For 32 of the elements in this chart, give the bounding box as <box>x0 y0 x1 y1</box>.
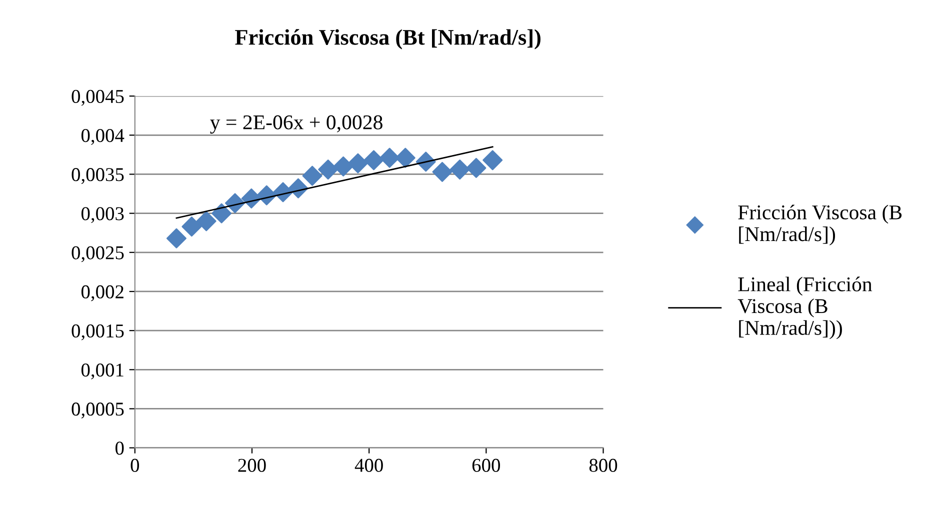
annotation: y = 2E-06x + 0,0028 <box>210 115 382 134</box>
point <box>196 211 216 232</box>
point <box>482 150 503 170</box>
y-tick-label: 0,0025 <box>72 246 124 262</box>
point <box>318 160 338 180</box>
y-tick-label: 0,001 <box>81 363 124 380</box>
point <box>166 228 186 248</box>
chart-title: Fricción Viscosa (Bt [Nm/rad/s]) <box>235 29 540 50</box>
y-tick-label: 0,0045 <box>72 90 124 106</box>
y-tick-label: 0,0015 <box>72 324 124 340</box>
y-tick-label: 0,0035 <box>72 168 124 184</box>
y-tick-label: 0,002 <box>81 285 124 302</box>
point <box>182 216 202 237</box>
y-tick-label: 0 <box>116 442 124 455</box>
y-tick-label: 0,004 <box>81 128 124 145</box>
point <box>212 203 232 224</box>
point <box>364 150 384 170</box>
y-tick-label: 0,003 <box>81 207 124 224</box>
point <box>302 166 322 186</box>
x-tick-label: 200 <box>238 458 266 472</box>
point <box>348 153 368 174</box>
x-tick-label: 600 <box>472 458 500 472</box>
point <box>450 160 470 180</box>
legend-label: Fricción Viscosa (B [Nm/rad/s]) <box>738 204 902 246</box>
x-tick-label: 800 <box>589 458 618 472</box>
point <box>333 156 354 176</box>
y-tick-label: 0,0005 <box>72 402 124 418</box>
point <box>432 162 452 182</box>
legend-label: Lineal (Fricción Viscosa (B [Nm/rad/s])) <box>738 276 872 340</box>
x-tick-label: 400 <box>354 458 383 472</box>
x-tick-label: 0 <box>130 458 140 472</box>
point <box>466 158 486 178</box>
